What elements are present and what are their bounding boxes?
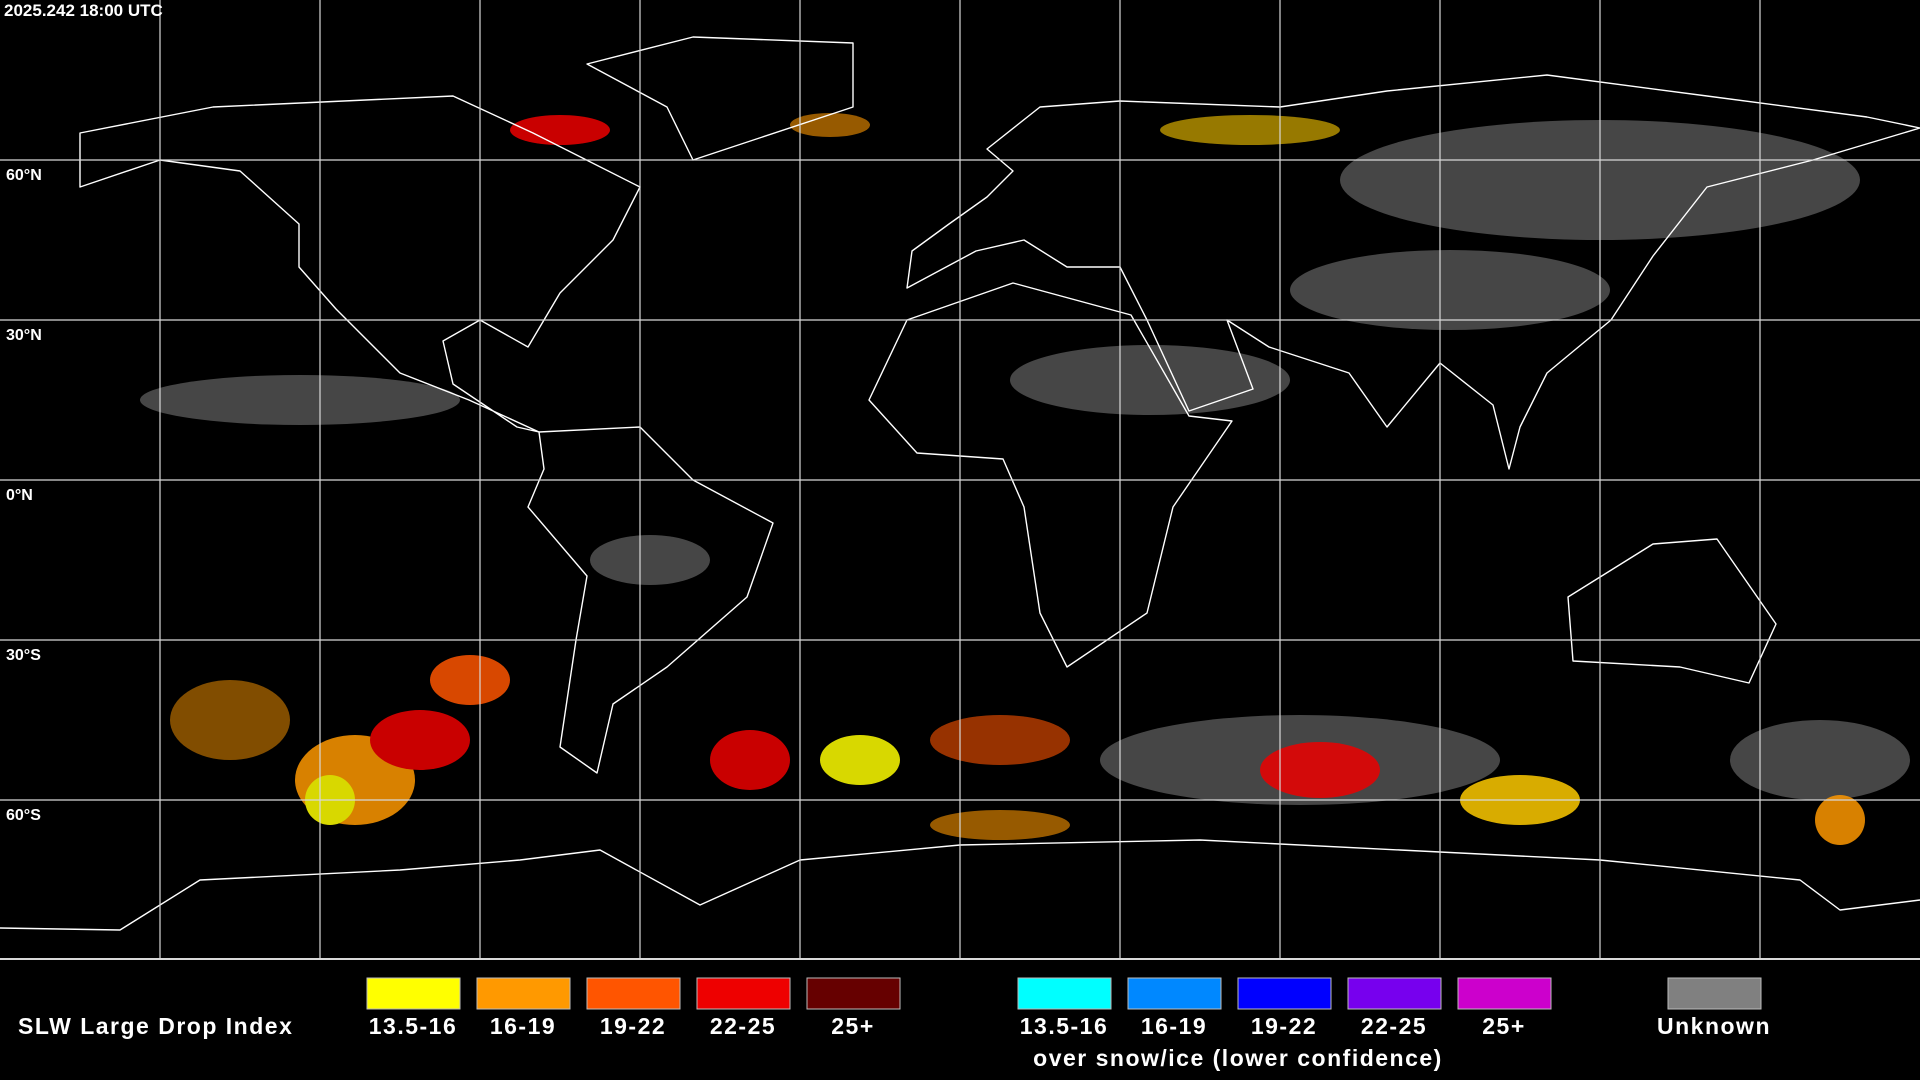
legend-title: SLW Large Drop Index <box>18 1013 293 1039</box>
legend-label: Unknown <box>1657 1013 1771 1039</box>
legend-label: 22-25 <box>710 1013 776 1039</box>
legend-label: 19-22 <box>600 1013 666 1039</box>
africa <box>868 282 1233 668</box>
legend-swatch <box>1667 977 1762 1010</box>
south-america <box>527 426 774 774</box>
legend-label: 25+ <box>1482 1013 1526 1039</box>
legend-swatch <box>586 977 681 1010</box>
legend-label: 19-22 <box>1251 1013 1317 1039</box>
latitude-label: 0°N <box>6 487 33 504</box>
legend-label: 16-19 <box>1141 1013 1207 1039</box>
legend-swatch <box>1017 977 1112 1010</box>
latitude-label: 30°N <box>6 327 42 344</box>
latitude-label: 60°N <box>6 167 42 184</box>
legend-swatch <box>1237 977 1332 1010</box>
greenland <box>586 36 854 161</box>
legend-swatch <box>1347 977 1442 1010</box>
legend-swatch <box>696 977 791 1010</box>
cloud-field <box>140 113 1910 845</box>
legend-label: 22-25 <box>1361 1013 1427 1039</box>
legend-label: 13.5-16 <box>1020 1013 1109 1039</box>
latitude-label: 60°S <box>6 807 41 824</box>
latitude-label: 30°S <box>6 647 41 664</box>
timestamp: 2025.242 18:00 UTC <box>4 1 163 20</box>
australia <box>1567 538 1777 684</box>
legend-label: 16-19 <box>490 1013 556 1039</box>
legend-swatch <box>806 977 901 1010</box>
map-border <box>0 958 1920 960</box>
legend-caption: over snow/ice (lower confidence) <box>1033 1045 1443 1071</box>
legend: 13.5-16 16-19 19-22 22-25 25+ 13.5-16 16-19 19-… <box>366 977 1771 1039</box>
legend-swatch <box>1127 977 1222 1010</box>
legend-label: 13.5-16 <box>369 1013 458 1039</box>
legend-swatch <box>1457 977 1552 1010</box>
legend-label: 25+ <box>831 1013 875 1039</box>
legend-swatch <box>476 977 571 1010</box>
large-drop-areas <box>170 113 1865 845</box>
legend-swatch <box>366 977 461 1010</box>
graticule: 60°N 30°N 0°N 30°S 60°S <box>0 0 1920 958</box>
